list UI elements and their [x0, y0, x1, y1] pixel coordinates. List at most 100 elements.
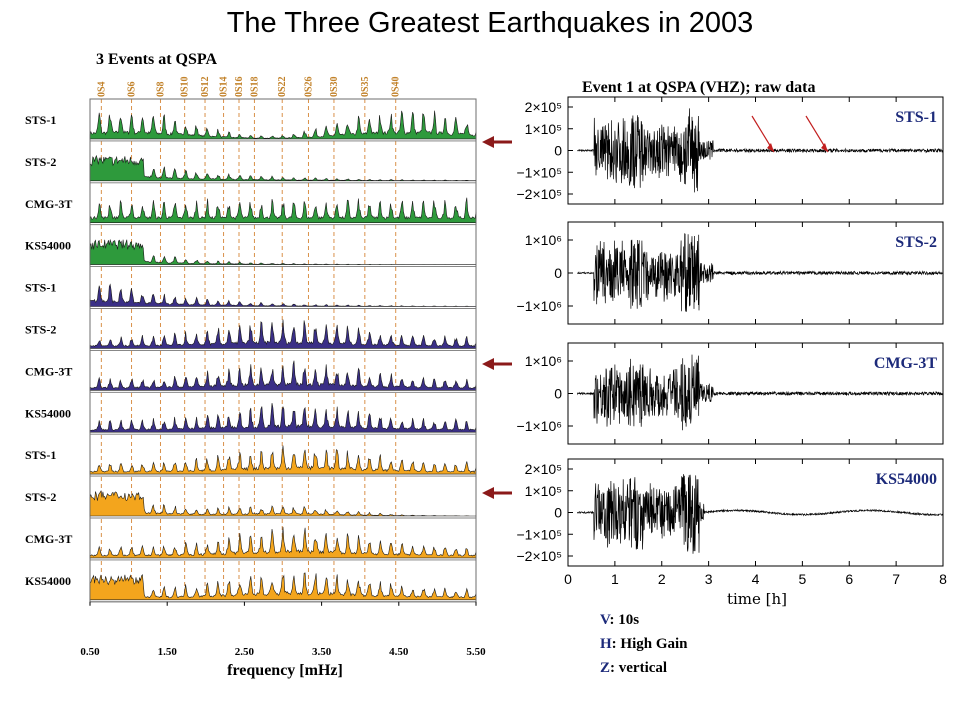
spectrum-trace	[89, 572, 477, 601]
mode-label: 0S35	[360, 76, 371, 97]
spectrum-trace	[89, 403, 477, 433]
waveform-panels: 2×10⁵ 1×10⁵ 0 −1×10⁵ −2×10⁵ STS-1 1×10⁶ 0 −1×10⁶…	[516, 96, 944, 567]
spectrum-instrument-label: STS-1	[25, 113, 56, 127]
waveform-x-tick: 8	[939, 571, 947, 587]
waveform-chart: Event 1 at QSPA (VHZ); raw data 2×10⁵ 1×1…	[516, 79, 947, 608]
spectra-x-tick: 3.50	[312, 646, 332, 658]
legend-value: : vertical	[610, 660, 667, 676]
spectra-subtitle: 3 Events at QSPA	[96, 51, 217, 68]
spectrum-trace	[89, 154, 477, 182]
spectrum-trace	[89, 238, 476, 265]
spectrum-panel: STS-2	[25, 308, 477, 351]
spectrum-trace	[89, 360, 477, 391]
spectrum-instrument-label: KS54000	[25, 406, 71, 420]
spectrum-trace	[89, 526, 477, 559]
waveform-x-tick: 6	[845, 571, 853, 587]
waveform-y-tick: 1×10⁶	[525, 353, 562, 369]
component-legend: V: 10s H: High Gain Z: vertical	[600, 612, 688, 676]
event-arrows	[482, 136, 512, 499]
spectra-x-ticks: 0.50 1.50 2.50 3.50 4.50 5.50	[80, 601, 486, 658]
pointer-arrow-head	[821, 143, 828, 152]
spectrum-instrument-label: KS54000	[25, 239, 71, 253]
waveform-panel: 2×10⁵ 1×10⁵ 0 −1×10⁵ −2×10⁵ STS-1	[516, 96, 944, 205]
spectra-x-tick: 0.50	[80, 646, 100, 658]
waveform-y-tick: 2×10⁵	[525, 461, 562, 477]
waveform-x-tick: 3	[705, 571, 713, 587]
waveform-y-tick: 1×10⁶	[525, 232, 562, 248]
legend-entry: Z: vertical	[600, 660, 667, 676]
spectrum-trace	[89, 110, 477, 140]
spectrum-trace	[89, 489, 477, 517]
waveform-x-tick: 0	[564, 571, 572, 587]
spectra-x-tick: 5.50	[466, 646, 486, 658]
waveform-y-tick: −1×10⁵	[516, 164, 562, 180]
mode-label: 0S4	[96, 81, 107, 97]
spectrum-panel: KS54000	[25, 224, 477, 267]
spectrum-trace	[89, 445, 477, 475]
arrow-head	[482, 136, 494, 148]
waveform-instrument-label: STS-1	[895, 109, 937, 126]
waveform-x-tick: 4	[752, 571, 760, 587]
spectrum-panel: KS54000	[25, 559, 477, 603]
waveform-instrument-label: CMG-3T	[874, 355, 937, 372]
spectrum-instrument-label: CMG-3T	[25, 532, 72, 546]
mode-label: 0S14	[219, 76, 230, 97]
waveform-y-tick: 0	[554, 386, 562, 402]
legend-value: : 10s	[609, 612, 639, 628]
mode-label: 0S8	[155, 81, 166, 97]
pointer-arrow-head	[767, 143, 774, 152]
waveform-y-tick: 1×10⁵	[525, 483, 562, 499]
spectrum-instrument-label: STS-2	[25, 155, 56, 169]
waveform-trace	[577, 108, 944, 193]
waveform-y-tick: −1×10⁵	[516, 526, 562, 542]
spectra-panels: STS-1 STS-2 CMG-3T KS54000 STS-1 STS-2 CMG-3T K…	[25, 98, 477, 603]
waveform-x-tick: 1	[611, 571, 619, 587]
spectrum-frame	[89, 140, 477, 184]
mode-label: 0S12	[200, 76, 211, 97]
spectrum-panel: CMG-3T	[25, 182, 477, 226]
mode-label: 0S40	[391, 76, 402, 97]
legend-key: V	[600, 612, 611, 628]
waveform-y-tick: 0	[554, 143, 562, 159]
waveform-trace	[577, 474, 944, 554]
waveform-x-label: time [h]	[727, 590, 787, 608]
waveform-trace	[577, 233, 944, 312]
waveform-panel: 1×10⁶ 0 −1×10⁶ STS-2	[517, 221, 944, 325]
page-title: The Three Greatest Earthquakes in 2003	[227, 7, 754, 39]
waveform-instrument-label: STS-2	[895, 234, 937, 251]
spectrum-instrument-label: KS54000	[25, 574, 71, 588]
mode-label: 0S22	[277, 76, 288, 97]
spectrum-instrument-label: CMG-3T	[25, 197, 72, 211]
waveform-panel: 1×10⁶ 0 −1×10⁶ CMG-3T	[517, 342, 944, 445]
spectrum-panel: STS-1	[25, 433, 477, 477]
spectrum-frame	[89, 224, 477, 267]
waveform-y-tick: −2×10⁵	[516, 186, 562, 202]
spectrum-panel: KS54000	[25, 391, 477, 435]
waveform-y-tick: 1×10⁵	[525, 121, 562, 137]
arrow-head	[482, 487, 494, 499]
spectrum-panel: STS-2	[25, 475, 477, 519]
waveform-y-tick: 0	[554, 505, 562, 521]
waveform-title: Event 1 at QSPA (VHZ); raw data	[582, 79, 815, 96]
legend-entry: H: High Gain	[600, 636, 688, 652]
spectrum-instrument-label: STS-1	[25, 281, 56, 295]
spectrum-panel: STS-2	[25, 140, 477, 184]
spectrum-instrument-label: STS-1	[25, 448, 56, 462]
legend-key: Z	[600, 660, 610, 676]
spectrum-panel: STS-1	[25, 98, 477, 142]
spectrum-panel: CMG-3T	[25, 517, 477, 561]
mode-label: 0S18	[249, 76, 260, 97]
waveform-x-tick: 2	[658, 571, 666, 587]
spectra-chart: 3 Events at QSPA 0S4 0S6 0S8 0S10 0S12 0S14 0S…	[25, 51, 486, 679]
waveform-y-tick: 2×10⁵	[525, 99, 562, 115]
spectrum-panel: STS-1	[25, 266, 477, 309]
arrow-head	[482, 358, 494, 370]
waveform-instrument-label: KS54000	[876, 471, 937, 488]
waveform-x-tick: 7	[892, 571, 900, 587]
spectrum-trace	[89, 197, 477, 223]
mode-label: 0S26	[303, 76, 314, 97]
mode-label: 0S30	[329, 76, 340, 97]
legend-key: H	[600, 636, 612, 652]
mode-label: 0S10	[180, 76, 191, 97]
